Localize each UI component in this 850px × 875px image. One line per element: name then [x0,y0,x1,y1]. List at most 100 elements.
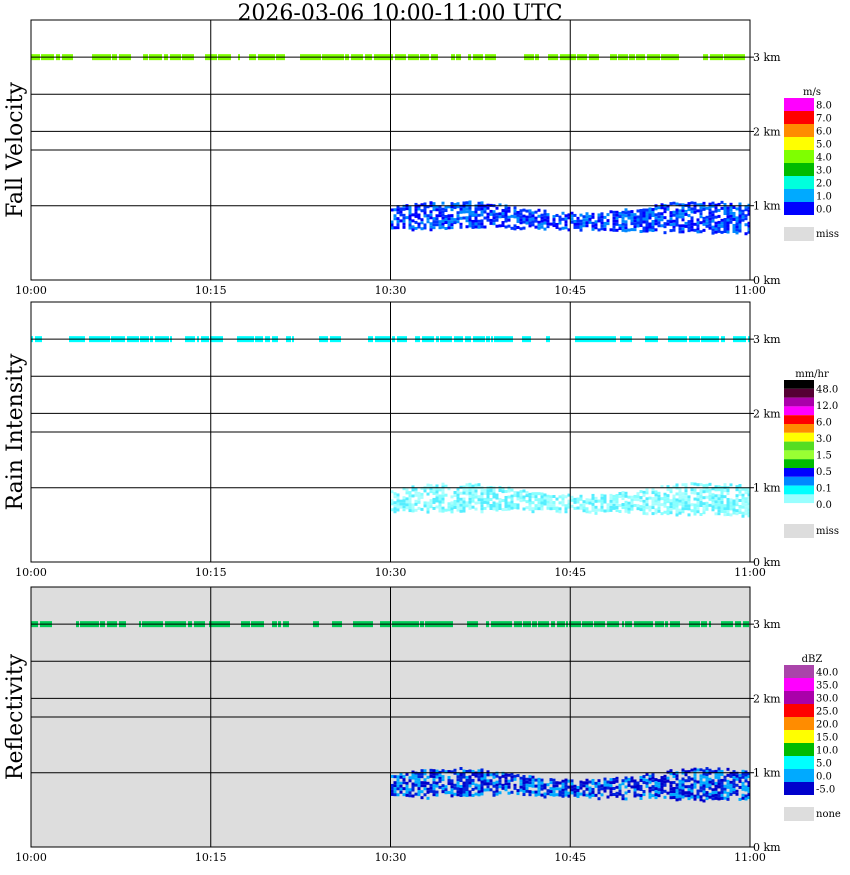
data-cell [642,793,646,797]
data-cell [717,494,721,498]
data-cell [519,215,523,219]
data-cell [522,495,526,499]
data-cell [666,506,670,510]
legend-units: m/s [803,87,821,98]
data-cell [687,791,691,795]
data-cell [738,202,742,206]
data-cell [645,214,649,218]
data-cell [501,771,505,775]
data-cell [540,498,544,502]
data-cell [471,778,475,782]
data-cell [570,211,574,215]
data-cell [678,785,682,789]
data-cell [723,513,727,517]
data-cell [642,217,646,221]
data-cell [582,793,586,797]
data-cell [414,202,418,206]
data-cell [420,203,424,207]
data-cell [744,509,748,513]
data-cell [714,206,718,210]
data-cell [639,218,643,222]
data-cell [441,491,445,495]
data-cell [723,784,727,788]
data-cell [693,228,697,232]
data-cell [594,511,598,515]
data-cell [684,785,688,789]
data-cell [510,494,514,498]
data-cell [705,504,709,508]
data-cell [609,228,613,232]
data-cell [654,784,658,788]
data-cell [717,785,721,789]
data-cell [504,788,508,792]
data-cell [672,497,676,501]
data-cell [432,769,436,773]
data-cell [675,223,679,227]
data-cell [705,218,709,222]
data-cell [612,497,616,501]
data-cell [582,218,586,222]
data-cell [456,211,460,215]
data-cell [726,512,730,516]
data-cell [726,218,730,222]
data-cell [504,773,508,777]
data-cell [501,783,505,787]
data-cell [690,201,694,205]
data-cell [435,217,439,221]
data-cell [459,793,463,797]
data-cell [495,783,499,787]
data-cell [474,225,478,229]
data-cell [513,777,517,781]
data-cell [429,789,433,793]
data-cell [609,793,613,797]
data-cell [615,494,619,498]
y-tick-label: 0 km [753,274,781,287]
data-cell [648,216,652,220]
data-cell [663,501,667,505]
data-cell [744,773,748,777]
data-cell [624,491,628,495]
data-cell [723,510,727,514]
data-cell [561,497,565,501]
data-cell [717,770,721,774]
data-cell [636,784,640,788]
data-cell [675,795,679,799]
data-cell [417,491,421,495]
data-cell [477,787,481,791]
data-cell [405,787,409,791]
data-cell [657,503,661,507]
data-cell [729,498,733,502]
data-cell [447,508,451,512]
data-cell [417,494,421,498]
chart-panel-3: 10:00 10:15 10:30 10:45 11:00 0 km 1 km 2 km 3 k… [0,586,850,869]
plot-frame [30,301,751,563]
data-cell [627,777,631,781]
data-cell [585,781,589,785]
data-cell [570,220,574,224]
data-cell [429,216,433,220]
data-cell [690,207,694,211]
data-cell [513,491,517,495]
data-cell [537,786,541,790]
data-cell [507,501,511,505]
data-cell [504,495,508,499]
data-cell [708,771,712,775]
data-cell [702,769,706,773]
data-cell [579,225,583,229]
data-cell [462,772,466,776]
data-cell [429,771,433,775]
data-cell [681,504,685,508]
data-cell [462,775,466,779]
data-cell [708,777,712,781]
data-cell [591,781,595,785]
data-cell [585,212,589,216]
data-cell [465,207,469,211]
data-cell [441,210,445,214]
data-cell [579,497,583,501]
data-cell [429,228,433,232]
data-cell [684,221,688,225]
data-cell [594,220,598,224]
data-cell [615,228,619,232]
data-cell [687,776,691,780]
data-cell [594,784,598,788]
